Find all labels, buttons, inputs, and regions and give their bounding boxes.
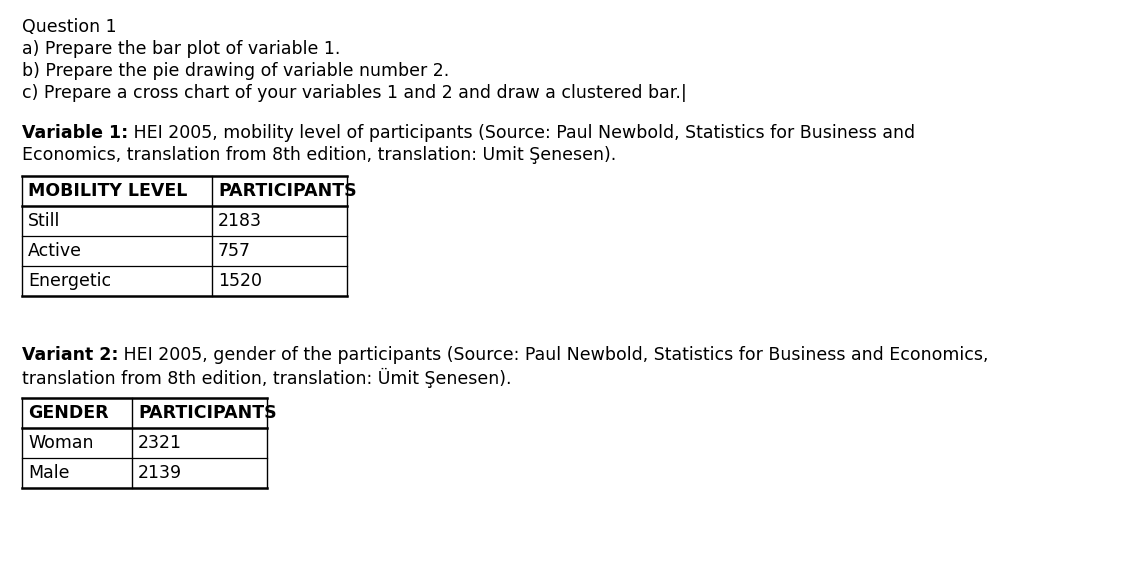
Text: 757: 757	[218, 242, 251, 260]
Text: HEI 2005, mobility level of participants (Source: Paul Newbold, Statistics for B: HEI 2005, mobility level of participants…	[128, 124, 915, 142]
Text: Question 1: Question 1	[21, 18, 116, 36]
Text: PARTICIPANTS: PARTICIPANTS	[138, 405, 277, 423]
Text: 2321: 2321	[138, 434, 182, 453]
Text: b) Prepare the pie drawing of variable number 2.: b) Prepare the pie drawing of variable n…	[21, 62, 450, 80]
Text: a) Prepare the bar plot of variable 1.: a) Prepare the bar plot of variable 1.	[21, 40, 340, 58]
Text: Variable 1:: Variable 1:	[21, 124, 128, 142]
Text: c) Prepare a cross chart of your variables 1 and 2 and draw a clustered bar.|: c) Prepare a cross chart of your variabl…	[21, 84, 687, 102]
Text: MOBILITY LEVEL: MOBILITY LEVEL	[28, 182, 188, 200]
Text: Economics, translation from 8th edition, translation: Umit Şenesen).: Economics, translation from 8th edition,…	[21, 146, 616, 164]
Text: translation from 8th edition, translation: Ümit Şenesen).: translation from 8th edition, translatio…	[21, 368, 512, 389]
Text: PARTICIPANTS: PARTICIPANTS	[218, 182, 357, 200]
Text: Still: Still	[28, 212, 60, 230]
Text: 2183: 2183	[218, 212, 262, 230]
Text: HEI 2005, gender of the participants (Source: Paul Newbold, Statistics for Busin: HEI 2005, gender of the participants (So…	[119, 346, 989, 364]
Text: Male: Male	[28, 464, 70, 483]
Text: Energetic: Energetic	[28, 272, 111, 290]
Text: Variant 2:: Variant 2:	[21, 346, 119, 364]
Text: Woman: Woman	[28, 434, 94, 453]
Text: Active: Active	[28, 242, 82, 260]
Text: 1520: 1520	[218, 272, 262, 290]
Text: 2139: 2139	[138, 464, 182, 483]
Text: GENDER: GENDER	[28, 405, 108, 423]
